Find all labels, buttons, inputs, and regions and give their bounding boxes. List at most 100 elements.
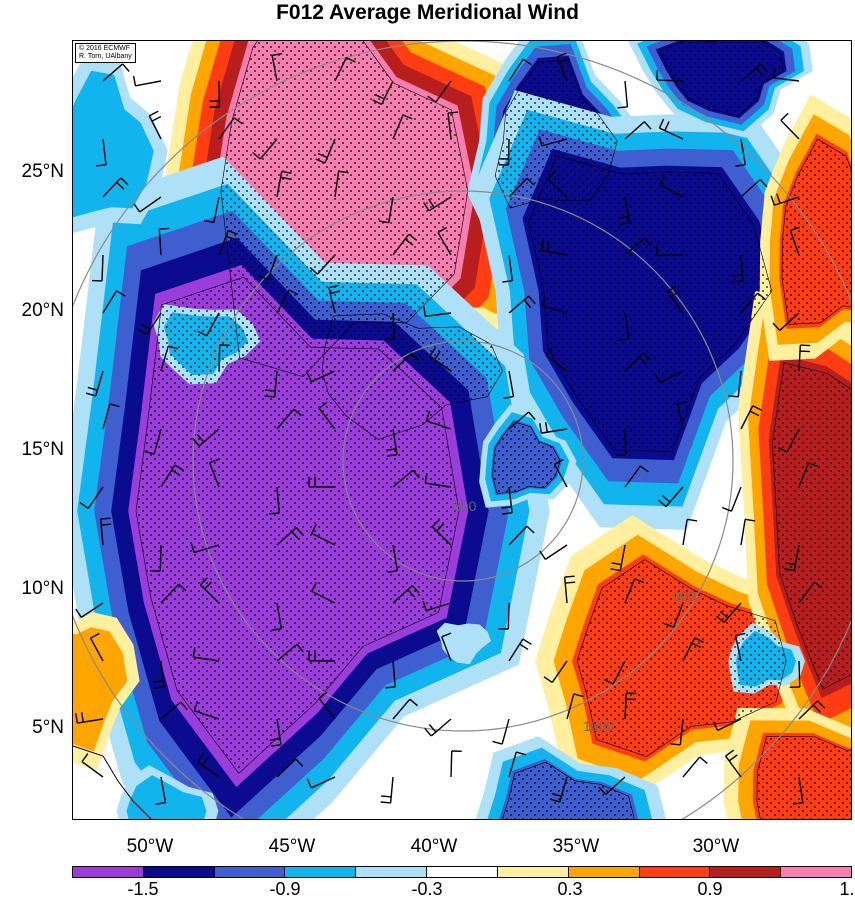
wind-barb — [385, 660, 396, 689]
wind-barb — [252, 138, 278, 160]
wind-barb — [150, 544, 162, 572]
significance-stipple — [772, 362, 851, 690]
wind-barb — [656, 70, 684, 82]
wind-barb — [734, 632, 746, 662]
colorbar-bin-5 — [427, 867, 498, 877]
wind-barb — [75, 602, 104, 618]
wind-barb — [380, 776, 394, 804]
significance-stipple — [576, 559, 787, 757]
wind-barb — [780, 112, 800, 140]
wind-barb — [725, 749, 742, 778]
wind-barb — [392, 352, 420, 372]
wind-barb — [770, 193, 800, 206]
wind-barb — [392, 114, 413, 140]
wind-barb — [615, 428, 627, 456]
wind-barb — [502, 254, 514, 283]
wind-barb — [798, 700, 826, 720]
wind-barb — [670, 718, 684, 746]
wind-barb — [740, 405, 762, 430]
wind-barb — [309, 254, 336, 275]
wind-barb — [192, 647, 220, 662]
wind-barb — [387, 544, 399, 573]
wind-barb — [728, 370, 742, 398]
significance-stipple — [658, 41, 784, 117]
map-svg: 300 900 1500 — [73, 41, 851, 819]
wind-barb — [740, 63, 768, 82]
lon-label-30w: 30°W — [692, 836, 740, 857]
wind-barb — [276, 643, 304, 662]
wind-barb — [545, 347, 568, 372]
coastline-layer — [73, 745, 152, 819]
wind-barb — [676, 400, 688, 430]
lon-label-50w: 50°W — [126, 836, 174, 857]
wind-barb — [740, 292, 766, 314]
wind-barb — [610, 544, 626, 572]
wind-barb — [656, 245, 684, 257]
wind-barb — [311, 582, 336, 604]
wind-barb — [218, 117, 243, 140]
colorbar-bin-1 — [143, 867, 215, 877]
wind-barb — [624, 121, 652, 140]
colorbar-bin-4 — [356, 867, 428, 877]
distance-ring-layer: 300 900 1500 — [73, 41, 851, 819]
wind-barb — [508, 525, 535, 546]
wind-barb — [209, 80, 221, 108]
wind-barb — [422, 600, 452, 612]
wind-barb — [508, 177, 535, 198]
wind-barb — [437, 226, 452, 256]
wind-barb — [508, 751, 527, 778]
wind-barb — [715, 602, 742, 624]
wind-barb — [543, 660, 568, 684]
coastline — [73, 745, 152, 819]
figure-title: F012 Average Meridional Wind — [276, 1, 579, 24]
significance-stipple — [135, 276, 460, 774]
wind-barb — [308, 476, 336, 488]
wind-barb — [392, 585, 420, 604]
wind-barb — [203, 196, 220, 224]
wind-barb — [199, 577, 220, 604]
wind-barb — [423, 196, 452, 212]
wind-barb — [556, 52, 569, 82]
wind-barb — [564, 575, 576, 604]
colorbar-label-neg0-3: -0.3 — [411, 879, 443, 899]
wind-barb — [540, 240, 568, 256]
wind-barb — [306, 776, 336, 789]
wind-barb — [789, 226, 801, 256]
wind-barb — [598, 776, 626, 795]
credit-box: © 2016 ECMWF R. Torn, UAlbany — [75, 43, 136, 63]
wind-barb — [682, 518, 698, 546]
wind-barb — [624, 578, 645, 604]
wind-barb — [91, 254, 104, 282]
significance-stipple — [781, 138, 851, 325]
wind-barb — [133, 196, 162, 213]
wind-barb — [735, 138, 746, 167]
wind-barb — [218, 230, 238, 256]
wind-barb — [539, 544, 568, 560]
wind-barb — [132, 75, 162, 87]
wind-barb — [75, 712, 104, 724]
wind-barb — [429, 347, 452, 372]
wind-barb — [160, 701, 188, 720]
wind-barb — [492, 718, 510, 745]
wind-barb — [424, 718, 452, 737]
wind-barb — [792, 776, 804, 805]
wind-barb — [732, 254, 744, 283]
wind-barb — [740, 518, 756, 546]
wind-barb — [721, 486, 742, 512]
wind-barb — [772, 312, 800, 331]
wind-barb — [659, 175, 684, 198]
wind-barb — [657, 486, 684, 508]
wind-barb — [160, 464, 184, 488]
wind-barb — [95, 138, 107, 167]
wind-barb — [102, 177, 129, 198]
significance-stipple — [528, 155, 773, 453]
lat-label-5n: 5°N — [32, 717, 64, 738]
ring-label: 300 — [453, 498, 477, 514]
wind-barb — [431, 519, 452, 546]
shaded-region — [73, 70, 154, 218]
wind-barb — [798, 344, 811, 372]
wind-barb — [190, 542, 220, 554]
wind-barb — [197, 753, 220, 778]
colorbar-bin-0 — [73, 867, 144, 877]
wind-barb — [498, 138, 510, 166]
